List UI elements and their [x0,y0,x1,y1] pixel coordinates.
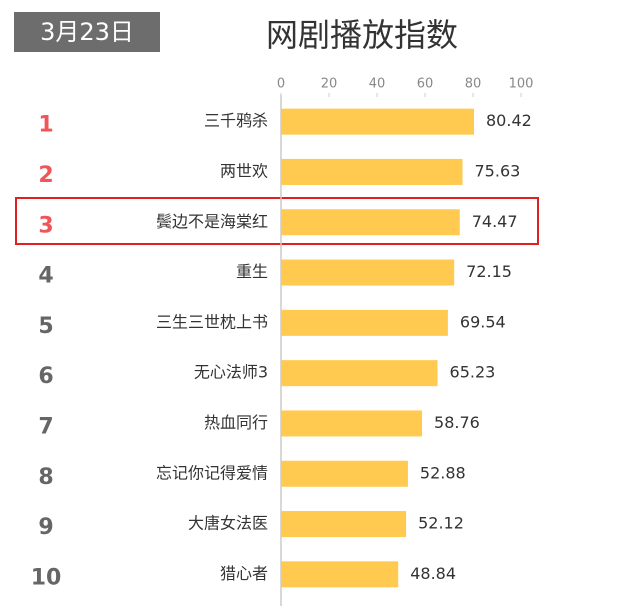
x-tick-label: 40 [369,77,386,92]
value-label: 52.88 [420,463,466,482]
value-label: 69.54 [460,312,506,331]
bar [281,108,475,135]
highlight-box [15,197,539,245]
bar [281,259,455,286]
value-label: 75.63 [475,161,521,180]
rank-label: 5 [38,314,53,339]
value-label: 52.12 [418,514,464,533]
bar [281,511,407,538]
y-tick-label: 三生三世枕上书 [156,312,268,331]
rank-label: 9 [38,515,53,540]
bar [281,309,448,336]
value-label: 58.76 [434,413,480,432]
rank-label: 6 [38,364,53,389]
chart-title: 网剧播放指数 [266,16,458,54]
bar [281,158,463,185]
x-tick-label: 100 [509,77,534,92]
x-tick-label: 0 [277,77,285,92]
rank-label: 1 [38,113,53,138]
value-label: 74.47 [472,212,518,231]
y-tick-label: 两世欢 [220,161,268,180]
y-tick-label: 忘记你记得爱情 [156,463,268,482]
value-label: 48.84 [410,564,456,583]
y-tick-label: 热血同行 [204,413,268,432]
rank-label: 2 [38,163,53,188]
y-tick-label: 大唐女法医 [188,514,268,533]
y-tick-label: 无心法师3 [194,363,268,382]
value-label: 65.23 [450,363,496,382]
x-tick-label: 60 [417,77,434,92]
y-tick-label: 猎心者 [220,564,268,583]
y-tick-label: 鬓边不是海棠红 [156,212,268,231]
x-tick-label: 20 [321,77,338,92]
x-tick-label: 80 [465,77,482,92]
date-label: 3月23日 [40,18,134,46]
y-tick-label: 三千鸦杀 [204,111,268,130]
rank-label: 3 [38,213,53,238]
rank-label: 8 [38,465,53,490]
rank-label: 4 [38,264,53,289]
rank-label: 7 [38,414,53,439]
bar [281,410,423,437]
date-badge [14,12,160,52]
y-tick-label: 重生 [236,262,268,281]
bar [281,209,460,236]
bar [281,360,438,387]
bar [281,561,399,588]
bar [281,460,408,487]
value-label: 80.42 [486,111,532,130]
rank-label: 10 [31,565,62,590]
value-label: 72.15 [466,262,512,281]
